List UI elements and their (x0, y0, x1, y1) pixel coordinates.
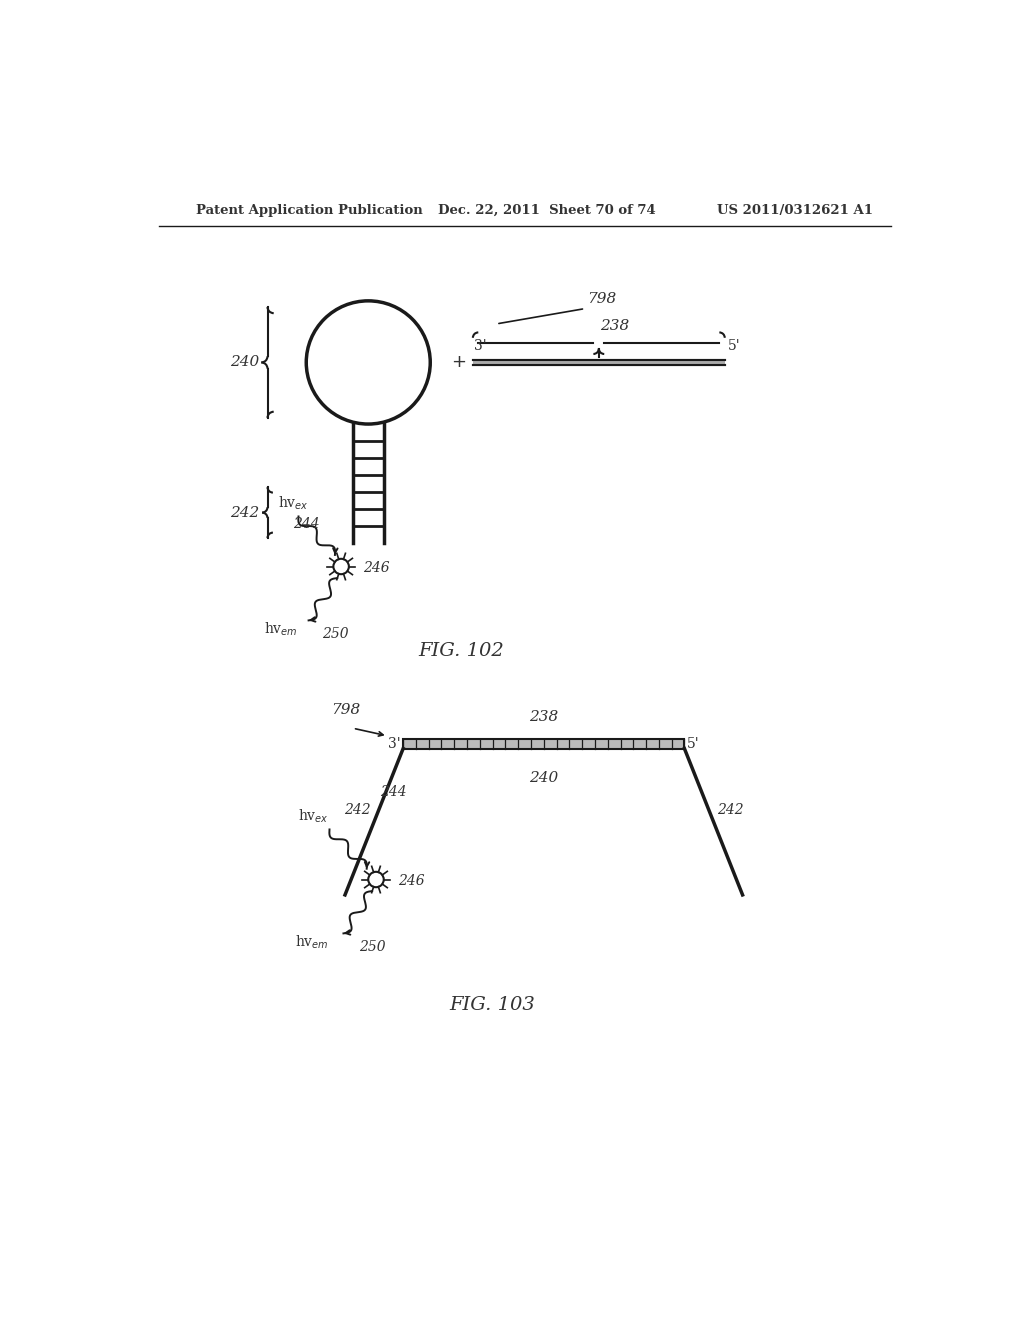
Text: 250: 250 (359, 940, 386, 954)
Text: FIG. 103: FIG. 103 (450, 997, 536, 1014)
Text: 238: 238 (529, 710, 558, 723)
Text: 250: 250 (322, 627, 348, 642)
Text: hv$_{em}$: hv$_{em}$ (263, 620, 297, 639)
Text: 244: 244 (380, 785, 407, 800)
Text: Dec. 22, 2011  Sheet 70 of 74: Dec. 22, 2011 Sheet 70 of 74 (438, 205, 655, 218)
Text: 246: 246 (397, 874, 424, 888)
Text: 238: 238 (600, 319, 629, 333)
Text: 5': 5' (728, 339, 740, 354)
Text: hv$_{em}$: hv$_{em}$ (295, 935, 329, 952)
Bar (403, 739, 684, 748)
Text: 242: 242 (718, 803, 744, 817)
Text: 240: 240 (529, 771, 558, 785)
Text: 3': 3' (388, 737, 400, 751)
Text: 242: 242 (230, 506, 260, 520)
Text: 5': 5' (687, 737, 699, 751)
Text: FIG. 102: FIG. 102 (419, 643, 504, 660)
Bar (473, 360, 725, 364)
Text: hv$_{ex}$: hv$_{ex}$ (278, 495, 308, 512)
Text: US 2011/0312621 A1: US 2011/0312621 A1 (717, 205, 873, 218)
Text: 798: 798 (331, 704, 360, 717)
Text: 798: 798 (587, 292, 616, 306)
Text: hv$_{ex}$: hv$_{ex}$ (299, 808, 330, 825)
Text: +: + (452, 354, 466, 371)
Text: Patent Application Publication: Patent Application Publication (197, 205, 423, 218)
Text: 244: 244 (293, 517, 319, 531)
Text: 242: 242 (344, 803, 371, 817)
Text: 3': 3' (474, 339, 487, 354)
Text: 246: 246 (362, 561, 389, 576)
Text: 240: 240 (230, 355, 260, 370)
